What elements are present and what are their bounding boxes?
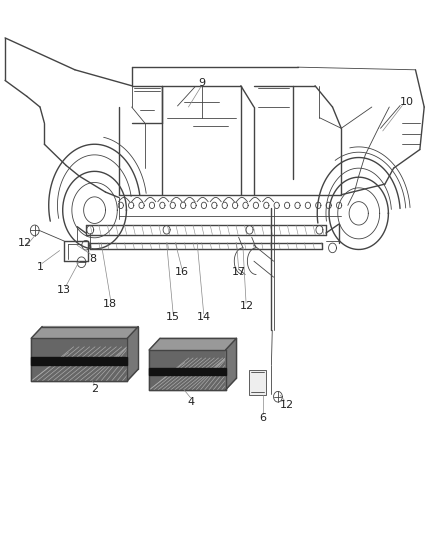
Text: 15: 15: [166, 312, 180, 322]
Text: 18: 18: [103, 298, 117, 309]
Text: 13: 13: [57, 286, 71, 295]
Polygon shape: [149, 368, 226, 375]
Text: 16: 16: [175, 267, 189, 277]
Text: 12: 12: [240, 301, 254, 311]
Text: 2: 2: [91, 384, 98, 394]
Text: 12: 12: [279, 400, 294, 410]
Polygon shape: [31, 338, 127, 381]
Text: 14: 14: [197, 312, 211, 322]
Polygon shape: [31, 357, 127, 365]
Text: 4: 4: [187, 397, 194, 407]
Text: 9: 9: [198, 78, 205, 88]
Text: 1: 1: [36, 262, 43, 271]
Polygon shape: [31, 327, 138, 338]
Text: 10: 10: [400, 96, 414, 107]
Text: 6: 6: [259, 413, 266, 423]
Text: 8: 8: [89, 254, 96, 263]
Text: 12: 12: [18, 238, 32, 247]
FancyBboxPatch shape: [249, 369, 266, 395]
Polygon shape: [149, 350, 226, 390]
Text: 17: 17: [232, 267, 246, 277]
Polygon shape: [226, 338, 237, 390]
Polygon shape: [127, 327, 138, 381]
Polygon shape: [149, 338, 237, 350]
